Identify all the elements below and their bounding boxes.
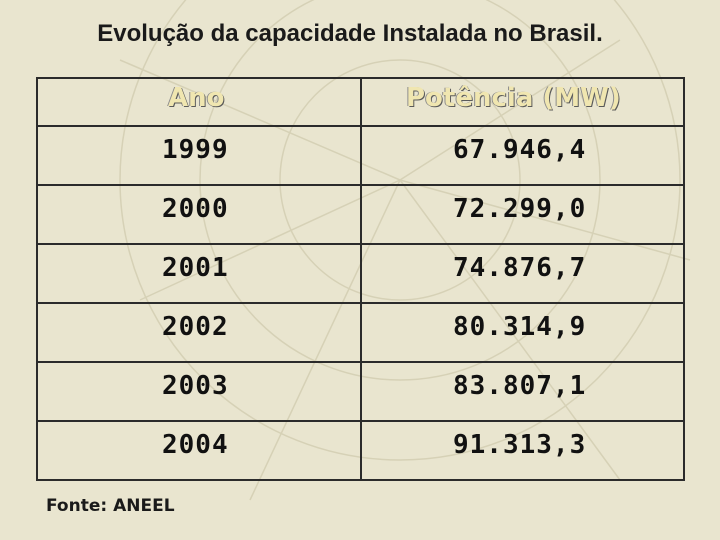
row-divider: [38, 361, 683, 363]
page-title: Evolução da capacidade Instalada no Bras…: [97, 20, 603, 47]
cell-power: 91.313,3: [453, 430, 587, 460]
cell-year: 1999: [162, 135, 229, 165]
row-divider: [38, 243, 683, 245]
cell-year: 2004: [162, 430, 229, 460]
cell-year: 2000: [162, 194, 229, 224]
cell-power: 74.876,7: [453, 253, 587, 283]
capacity-table: Ano Potência (MW) 1999 67.946,4 2000 72.…: [36, 77, 685, 481]
row-divider: [38, 420, 683, 422]
column-divider: [360, 79, 362, 479]
cell-year: 2001: [162, 253, 229, 283]
source-note: Fonte: ANEEL: [46, 496, 175, 516]
header-power: Potência (MW): [406, 83, 621, 113]
cell-power: 72.299,0: [453, 194, 587, 224]
cell-year: 2003: [162, 371, 229, 401]
cell-power: 67.946,4: [453, 135, 587, 165]
cell-power: 80.314,9: [453, 312, 587, 342]
row-divider: [38, 184, 683, 186]
header-year: Ano: [168, 83, 225, 113]
row-divider: [38, 125, 683, 127]
cell-year: 2002: [162, 312, 229, 342]
row-divider: [38, 302, 683, 304]
cell-power: 83.807,1: [453, 371, 587, 401]
